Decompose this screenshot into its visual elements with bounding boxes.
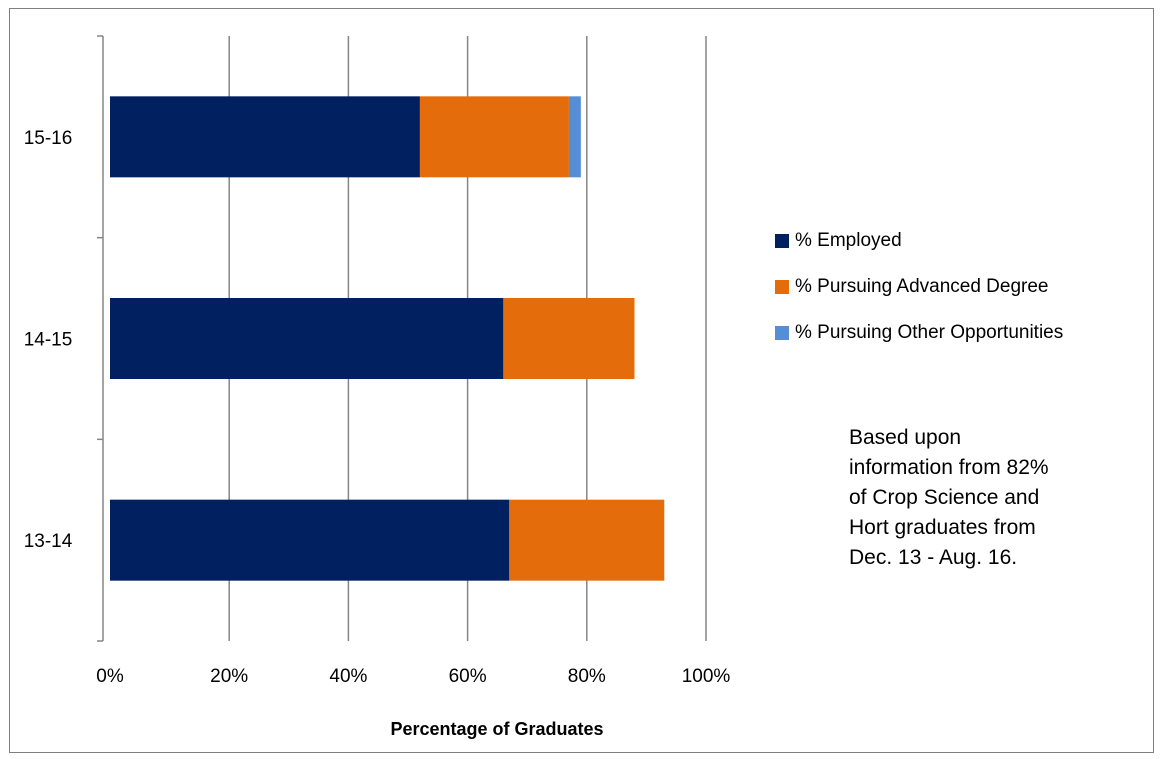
chart-annotation: Based upon information from 82% of Crop … <box>849 426 1049 569</box>
y-tick-label: 15-16 <box>24 128 73 149</box>
bar-segment <box>568 96 581 178</box>
legend-swatch <box>775 326 789 340</box>
bar-segment <box>110 298 504 379</box>
y-tick-label: 14-15 <box>24 330 73 351</box>
x-tick-label: 0% <box>96 666 124 687</box>
x-tick-label: 20% <box>210 666 248 687</box>
x-tick-label: 40% <box>329 666 367 687</box>
legend: % Employed % Pursuing Advanced Degree % Pu… <box>775 218 1063 356</box>
chart-frame <box>9 8 1154 753</box>
legend-item: % Pursuing Other Opportunities <box>775 310 1063 356</box>
legend-item: % Employed <box>775 218 1063 264</box>
x-axis-title: Percentage of Graduates <box>390 719 603 739</box>
legend-label: % Employed <box>795 230 902 251</box>
bar-segment <box>110 96 420 178</box>
legend-swatch <box>775 234 789 248</box>
x-tick-label: 100% <box>682 666 731 687</box>
bar-segment <box>503 298 635 379</box>
bar-segment <box>110 499 510 581</box>
legend-label: % Pursuing Other Opportunities <box>795 322 1064 343</box>
bar-segment <box>509 499 665 581</box>
y-tick-label: 13-14 <box>24 531 73 552</box>
x-tick-label: 80% <box>568 666 606 687</box>
tick-labels: 0% 20% 40% 60% 80% 100% 15-16 14-15 13-14 <box>24 128 731 687</box>
x-tick-label: 60% <box>449 666 487 687</box>
legend-item: % Pursuing Advanced Degree <box>775 264 1063 310</box>
legend-swatch <box>775 280 789 294</box>
bar-segment <box>419 96 569 178</box>
bars <box>110 96 665 581</box>
legend-label: % Pursuing Advanced Degree <box>795 276 1049 297</box>
axes <box>97 35 104 642</box>
